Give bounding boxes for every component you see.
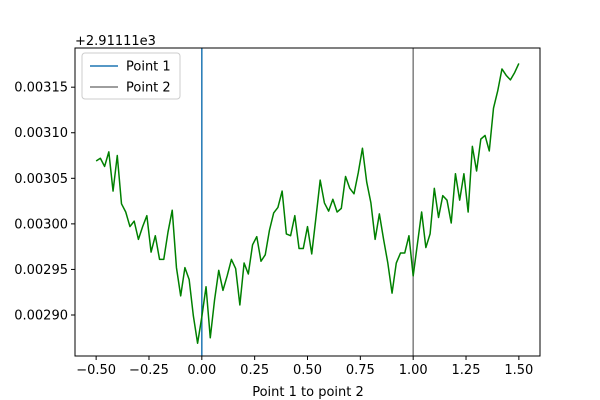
x-tick-label: 1.25	[452, 363, 481, 378]
x-tick-label: 0.75	[346, 363, 375, 378]
y-tick-label: 0.00305	[14, 172, 68, 187]
legend-label: Point 2	[126, 81, 171, 96]
x-tick-label: 0.25	[240, 363, 269, 378]
y-axis: 0.00290 0.00295 0.00300 0.00305 0.00310 0.003…	[14, 81, 75, 323]
y-tick-label: 0.00290	[14, 308, 68, 323]
x-tick-label: 1.00	[399, 363, 428, 378]
x-tick-label: 1.50	[504, 363, 533, 378]
x-tick-label: 0.00	[187, 363, 216, 378]
x-axis: −0.50 −0.25 0.00 0.25 0.50 0.75 1.00 1.25 1.50	[76, 356, 533, 378]
x-tick-label: −0.50	[76, 363, 116, 378]
y-tick-label: 0.00295	[14, 263, 68, 278]
y-tick-label: 0.00310	[14, 126, 68, 141]
legend-label: Point 1	[126, 60, 171, 75]
x-axis-title: Point 1 to point 2	[252, 385, 364, 400]
series-line-1	[95, 63, 520, 344]
plot-area	[95, 48, 520, 356]
x-tick-label: −0.25	[129, 363, 169, 378]
legend: Point 1 Point 2	[81, 52, 181, 100]
x-tick-label: 0.50	[293, 363, 322, 378]
y-tick-label: 0.00315	[14, 81, 68, 96]
y-tick-label: 0.00300	[14, 217, 68, 232]
y-offset-label: +2.91111e3	[75, 34, 156, 49]
